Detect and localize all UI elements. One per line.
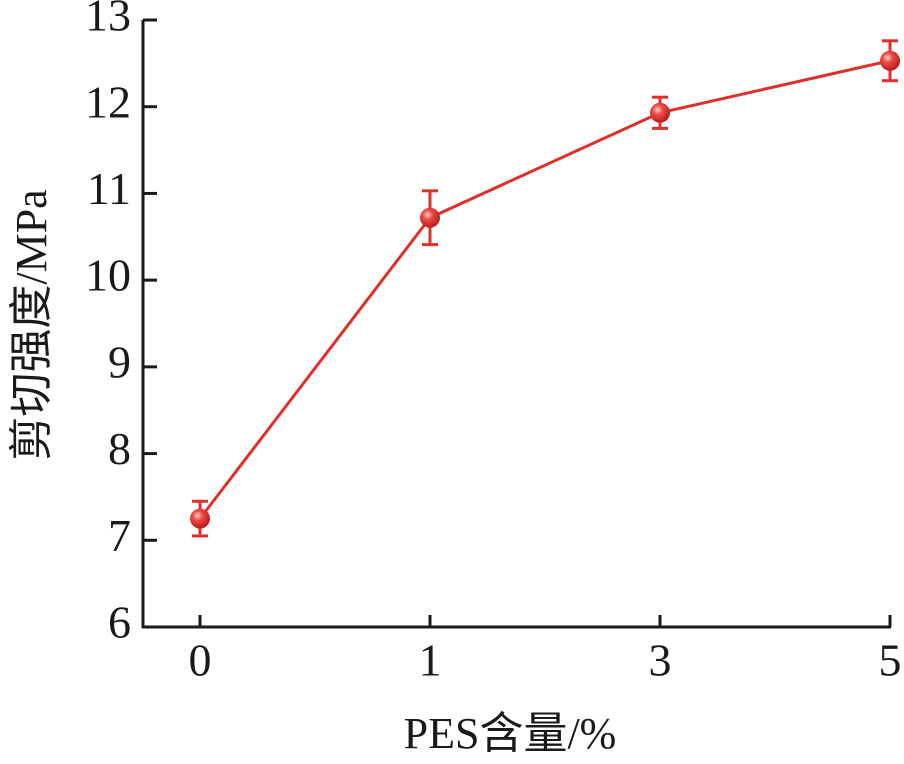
y-axis-label: 剪切强度/MPa [7, 189, 56, 460]
y-tick-label: 9 [108, 336, 131, 387]
y-tick-label: 10 [85, 250, 131, 301]
data-point [880, 50, 900, 71]
x-tick-label: 0 [189, 635, 212, 686]
data-line [198, 59, 891, 520]
data-point [650, 102, 670, 123]
data-point [420, 207, 440, 228]
x-tick-label: 1 [419, 635, 442, 686]
y-tick-label: 8 [108, 423, 131, 474]
y-tick-label: 7 [108, 510, 131, 561]
y-tick-label: 11 [87, 163, 131, 214]
y-tick-label: 12 [85, 76, 131, 127]
x-tick-label: 3 [649, 635, 672, 686]
y-tick-label: 6 [108, 597, 131, 648]
x-tick-label: 5 [879, 635, 902, 686]
data-point [190, 508, 210, 529]
y-tick-label: 13 [85, 0, 131, 41]
x-axis-label: PES含量/% [404, 709, 617, 758]
